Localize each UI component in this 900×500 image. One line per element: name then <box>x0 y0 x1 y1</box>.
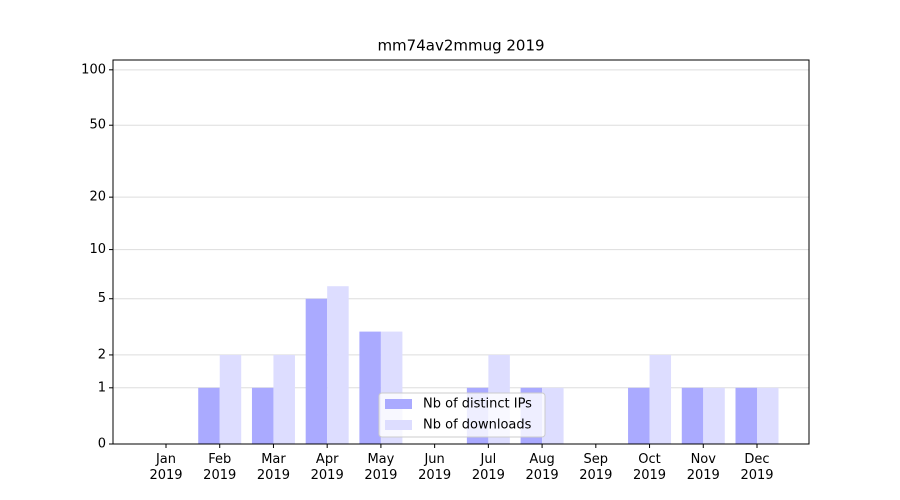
bar <box>198 387 220 444</box>
bar <box>273 354 295 444</box>
bar <box>327 286 349 444</box>
chart-title: mm74av2mmug 2019 <box>377 37 544 55</box>
y-tick-label: 5 <box>98 291 106 306</box>
bar <box>305 298 328 444</box>
x-tick-label: Jul 2019 <box>471 452 505 483</box>
bar <box>359 331 381 444</box>
bar <box>251 387 274 444</box>
x-tick-label: Sep 2019 <box>579 452 613 483</box>
y-tick-label: 10 <box>89 242 106 257</box>
x-tick-label: Mar 2019 <box>256 452 290 483</box>
x-tick-label: Jan 2019 <box>149 452 183 483</box>
y-tick-label: 1 <box>98 380 106 395</box>
legend-label: Nb of distinct IPs <box>423 397 532 412</box>
x-tick-label: Nov 2019 <box>686 452 720 483</box>
legend-label: Nb of downloads <box>423 418 532 433</box>
legend-swatch <box>385 420 412 430</box>
y-tick-label: 20 <box>89 190 106 205</box>
legend-box <box>378 392 546 438</box>
y-tick-label: 50 <box>89 118 106 133</box>
x-tick-label: Dec 2019 <box>740 452 774 483</box>
y-tick-label: 0 <box>98 437 106 452</box>
y-tick-label: 2 <box>98 347 106 362</box>
legend-swatch <box>385 399 412 409</box>
bar <box>628 387 650 444</box>
x-tick-label: Jun 2019 <box>418 452 452 483</box>
bar <box>542 387 564 444</box>
x-tick-label: Aug 2019 <box>525 452 559 483</box>
x-tick-label: Feb 2019 <box>203 452 237 483</box>
x-tick-label: Apr 2019 <box>310 452 344 483</box>
y-tick-label: 100 <box>81 62 106 77</box>
bar <box>219 354 242 444</box>
x-tick-label: May 2019 <box>364 452 398 483</box>
plot-frame <box>112 59 810 445</box>
bar <box>681 387 704 444</box>
bar <box>735 387 757 444</box>
bar <box>649 354 672 444</box>
bar <box>757 387 779 444</box>
x-tick-label: Oct 2019 <box>632 452 667 483</box>
bar <box>703 387 725 444</box>
